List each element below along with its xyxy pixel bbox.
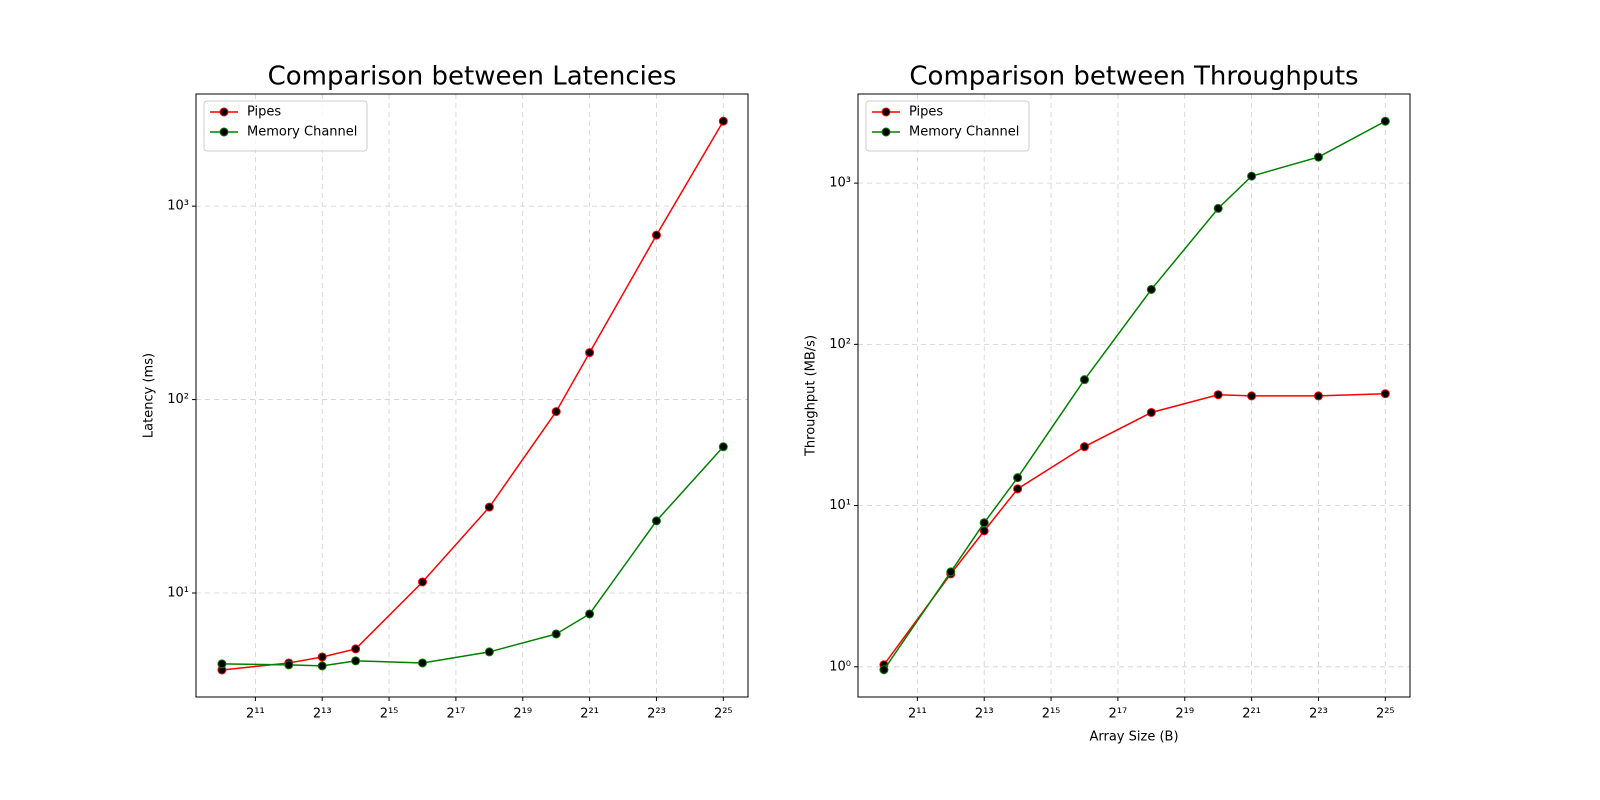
point bbox=[1247, 391, 1257, 401]
y-tick-label: 10⁰ bbox=[829, 659, 851, 674]
point bbox=[1213, 203, 1223, 213]
y-tick-label: 10² bbox=[167, 392, 189, 407]
legend-frame bbox=[203, 100, 368, 152]
legend-label: Memory Channel bbox=[247, 125, 357, 140]
point bbox=[417, 658, 427, 668]
point bbox=[417, 577, 427, 587]
chart-title: Comparison between Latencies bbox=[268, 62, 677, 92]
x-tick-label: 2²⁵ bbox=[1376, 707, 1395, 722]
point bbox=[1013, 473, 1023, 483]
x-tick-label: 2²¹ bbox=[580, 707, 599, 722]
y-tick-label: 10³ bbox=[167, 199, 189, 214]
legend-label: Pipes bbox=[247, 105, 281, 120]
series-line bbox=[883, 392, 1386, 666]
x-tick-label: 2²³ bbox=[1309, 707, 1328, 722]
x-tick-label: 2¹⁷ bbox=[447, 707, 466, 722]
x-tick-label: 2¹¹ bbox=[908, 707, 927, 722]
point bbox=[979, 518, 989, 528]
point bbox=[718, 116, 728, 126]
point bbox=[585, 609, 595, 619]
legend-marker bbox=[881, 127, 891, 137]
point bbox=[484, 647, 494, 657]
x-axis-label: Array Size (B) bbox=[1089, 730, 1178, 745]
point bbox=[585, 348, 595, 358]
x-tick-label: 2¹³ bbox=[975, 707, 994, 722]
x-tick-label: 2²⁵ bbox=[714, 707, 733, 722]
plot-frame bbox=[857, 93, 1411, 698]
point bbox=[1247, 171, 1257, 181]
plot-frame bbox=[195, 93, 749, 698]
point bbox=[1013, 484, 1023, 494]
point bbox=[317, 661, 327, 671]
legend-label: Pipes bbox=[909, 105, 943, 120]
y-tick-label: 10² bbox=[829, 337, 851, 352]
x-tick-label: 2¹⁵ bbox=[1042, 707, 1061, 722]
point bbox=[484, 502, 494, 512]
point bbox=[1313, 152, 1323, 162]
point bbox=[946, 567, 956, 577]
x-tick-label: 2¹⁹ bbox=[1175, 707, 1194, 722]
x-tick-label: 2¹¹ bbox=[246, 707, 265, 722]
point bbox=[351, 644, 361, 654]
x-tick-label: 2²¹ bbox=[1242, 707, 1261, 722]
y-axis-label: Latency (ms) bbox=[142, 353, 157, 438]
legend: Pipes Memory Channel bbox=[865, 100, 1030, 152]
legend-label: Memory Channel bbox=[909, 125, 1019, 140]
point bbox=[284, 660, 294, 670]
legend-frame bbox=[865, 100, 1030, 152]
series-line bbox=[883, 120, 1386, 671]
point bbox=[1146, 284, 1156, 294]
point bbox=[651, 230, 661, 240]
legend: Pipes Memory Channel bbox=[203, 100, 368, 152]
chart-title: Comparison between Throughputs bbox=[909, 62, 1358, 92]
point bbox=[879, 665, 889, 675]
legend-marker bbox=[881, 107, 891, 117]
point bbox=[1380, 116, 1390, 126]
legend-marker bbox=[219, 107, 229, 117]
point bbox=[551, 629, 561, 639]
point bbox=[718, 442, 728, 452]
point bbox=[1146, 407, 1156, 417]
point bbox=[551, 407, 561, 417]
point bbox=[217, 659, 227, 669]
y-axis-label: Throughput (MB/s) bbox=[804, 335, 819, 457]
point bbox=[1213, 390, 1223, 400]
point bbox=[651, 516, 661, 526]
point bbox=[1079, 375, 1089, 385]
point bbox=[351, 656, 361, 666]
point bbox=[317, 652, 327, 662]
x-tick-label: 2¹⁷ bbox=[1109, 707, 1128, 722]
point bbox=[1079, 442, 1089, 452]
series-line bbox=[221, 446, 724, 667]
x-tick-label: 2¹³ bbox=[313, 707, 332, 722]
x-tick-label: 2¹⁵ bbox=[380, 707, 399, 722]
x-tick-label: 2¹⁹ bbox=[513, 707, 532, 722]
y-tick-label: 10¹ bbox=[829, 498, 851, 513]
point bbox=[1313, 391, 1323, 401]
y-tick-label: 10³ bbox=[829, 176, 851, 191]
series-line bbox=[221, 120, 724, 671]
legend-marker bbox=[219, 127, 229, 137]
y-tick-label: 10¹ bbox=[167, 586, 189, 601]
x-tick-label: 2²³ bbox=[647, 707, 666, 722]
point bbox=[1380, 389, 1390, 399]
